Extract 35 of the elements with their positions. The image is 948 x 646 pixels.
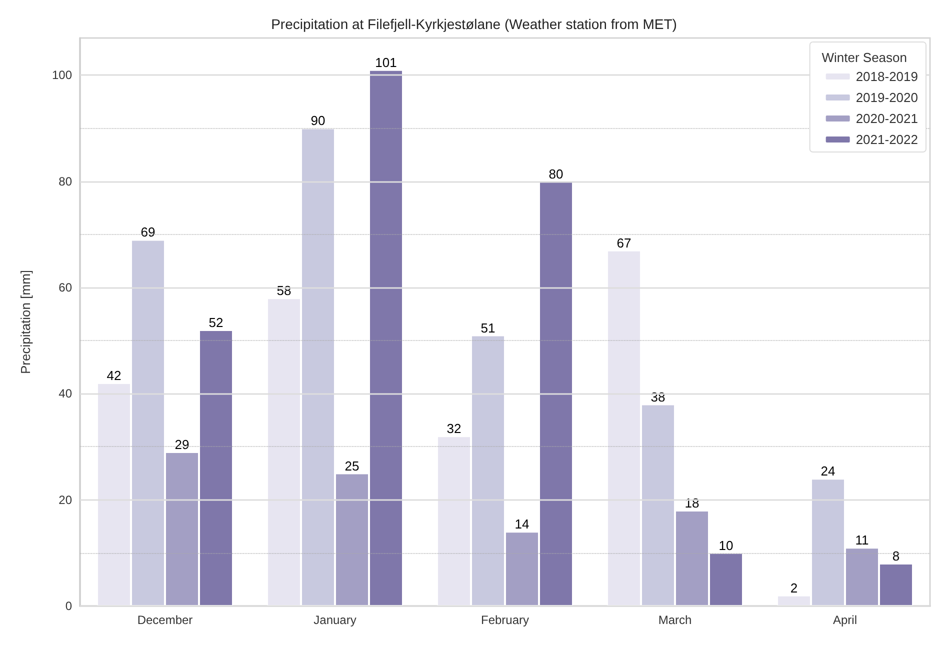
data-label: 29 [174,437,190,452]
data-label: 67 [616,235,632,250]
legend-label: 2021-2022 [856,132,918,147]
legend-label: 2018-2019 [856,69,918,84]
x-tick-label: March [658,613,692,627]
legend-title: Winter Season [822,50,908,65]
data-label: 10 [718,538,734,553]
y-tick-label: 40 [58,386,72,401]
y-tick-label: 100 [52,68,72,82]
legend-label: 2020-2021 [856,111,918,126]
y-axis-title: Precipitation [mm] [18,270,33,374]
data-label: 101 [375,54,397,70]
y-tick-label: 60 [58,280,72,294]
data-label: 42 [106,368,122,384]
x-tick-label: December [137,613,193,627]
x-tick-label: February [480,613,530,627]
data-label: 52 [208,314,224,330]
data-label: 2 [790,580,798,596]
y-tick-label: 0 [65,599,72,613]
data-label: 32 [446,421,462,436]
data-label: 69 [140,224,156,240]
y-tick-label: 20 [58,492,72,507]
data-label: 90 [310,113,326,128]
x-tick-label: April [832,613,858,627]
data-label: 14 [514,516,530,532]
chart-title: Precipitation at Filefjell-Kyrkjestølane (Weather station from MET) [271,16,677,32]
data-label: 24 [820,464,836,479]
y-tick-label: 80 [58,174,72,188]
data-label: 80 [548,166,564,182]
data-label: 8 [892,548,900,564]
x-tick-label: January [314,613,356,627]
legend-label: 2019-2020 [856,90,918,105]
data-label: 51 [480,320,496,336]
data-label: 25 [344,458,360,474]
data-label: 11 [855,532,869,548]
